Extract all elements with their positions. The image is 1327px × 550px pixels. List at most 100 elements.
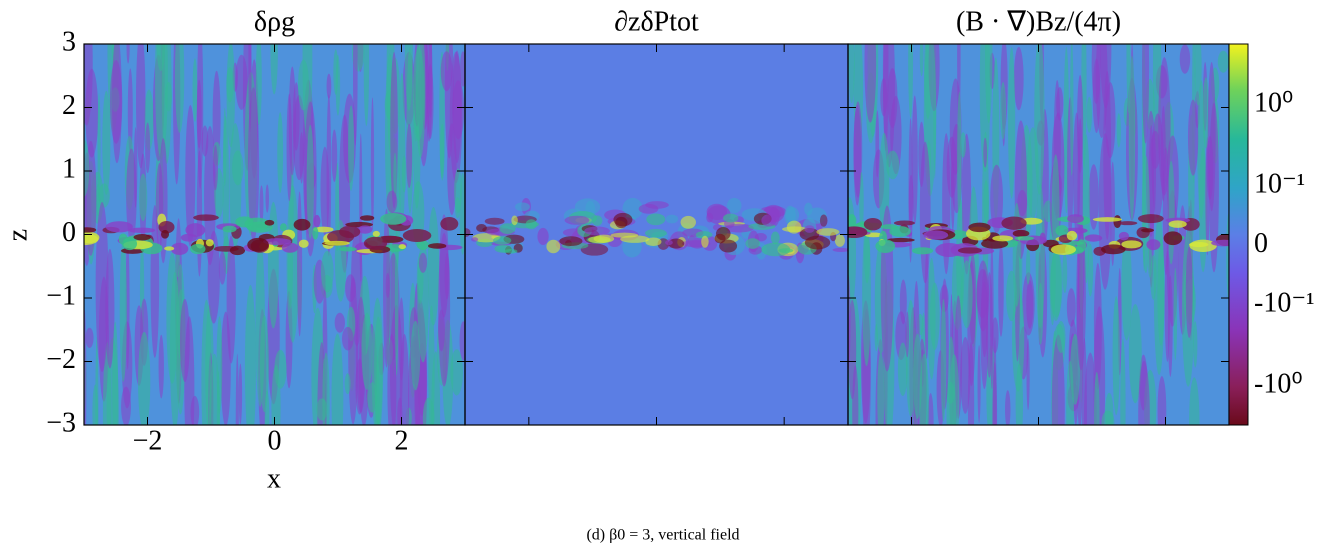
field-band	[546, 239, 561, 254]
field-streak	[537, 227, 549, 245]
field-band	[298, 239, 309, 248]
field-band	[593, 234, 615, 243]
field-streak	[1110, 161, 1115, 267]
field-streak	[1083, 352, 1097, 425]
field-band	[1141, 228, 1155, 233]
field-band	[338, 246, 357, 252]
field-streak	[286, 185, 299, 343]
field-band	[1012, 229, 1030, 237]
field-streak	[95, 202, 109, 373]
field-streak	[908, 174, 914, 228]
field-band	[247, 237, 269, 252]
field-streak	[335, 162, 340, 252]
field-streak	[119, 238, 127, 382]
field-streak	[84, 139, 90, 197]
field-streak	[238, 363, 243, 425]
field-streak	[394, 224, 399, 376]
field-streak	[345, 274, 356, 302]
field-band	[1042, 239, 1059, 248]
field-streak	[201, 299, 212, 425]
field-band	[615, 216, 628, 229]
field-streak	[1179, 44, 1191, 74]
field-band	[834, 234, 845, 247]
field-band	[1137, 214, 1164, 224]
field-streak	[1138, 360, 1150, 425]
field-streak	[320, 250, 334, 293]
field-streak	[422, 397, 435, 425]
field-streak	[158, 334, 164, 399]
field-streak	[665, 214, 679, 224]
field-streak	[645, 201, 669, 209]
field-streak	[1034, 44, 1045, 195]
field-band	[312, 226, 319, 240]
field-band	[235, 216, 254, 228]
field-streak	[1189, 377, 1200, 425]
field-streak	[1035, 183, 1045, 329]
field-band	[263, 238, 292, 245]
field-streak	[919, 44, 924, 77]
field-band	[185, 223, 206, 237]
field-streak	[1066, 360, 1074, 425]
field-streak	[138, 331, 151, 425]
field-streak	[983, 180, 989, 224]
y-tick-label: −2	[46, 344, 76, 375]
field-streak	[286, 93, 292, 202]
y-tick-label: −1	[46, 280, 76, 311]
field-streak	[297, 191, 303, 337]
field-band	[313, 214, 321, 228]
field-band	[313, 226, 334, 233]
y-tick-label: 2	[62, 90, 76, 121]
field-streak	[882, 44, 889, 152]
field-streak	[218, 251, 226, 285]
field-band	[363, 236, 388, 250]
field-band	[1066, 230, 1078, 241]
field-streak	[949, 354, 960, 425]
heatmap	[84, 44, 465, 425]
field-band	[279, 223, 287, 232]
field-streak	[1005, 390, 1011, 425]
field-band	[440, 216, 459, 231]
field-band	[1101, 244, 1126, 255]
field-streak	[204, 126, 216, 266]
field-streak	[361, 312, 373, 390]
field-band	[1092, 217, 1123, 222]
field-band	[511, 215, 518, 226]
field-band	[158, 220, 175, 234]
y-tick-label: 0	[62, 217, 76, 248]
y-tick-label: −3	[46, 407, 76, 438]
field-streak	[179, 298, 190, 383]
field-streak	[274, 349, 287, 389]
field-band	[886, 237, 915, 243]
field-streak	[326, 94, 332, 257]
field-streak	[1056, 320, 1066, 353]
field-streak	[386, 190, 398, 213]
field-streak	[1015, 363, 1024, 425]
field-streak	[399, 333, 410, 425]
field-streak	[387, 333, 397, 425]
field-streak	[97, 93, 101, 202]
field-streak	[127, 68, 133, 155]
field-streak	[102, 90, 111, 195]
field-band	[1050, 244, 1077, 255]
field-streak	[174, 44, 185, 133]
field-band	[222, 225, 237, 233]
field-band	[427, 243, 447, 249]
field-streak	[960, 337, 971, 414]
field-streak	[112, 321, 119, 425]
field-streak	[1050, 250, 1063, 318]
field-band	[715, 226, 731, 241]
field-streak	[862, 221, 871, 367]
field-band	[719, 239, 738, 253]
field-band	[372, 230, 380, 237]
field-streak	[998, 243, 1004, 337]
field-streak	[1150, 254, 1157, 300]
field-streak	[919, 141, 931, 284]
field-streak	[370, 97, 375, 231]
field-streak	[85, 68, 99, 158]
field-streak	[145, 122, 151, 174]
field-streak	[277, 112, 284, 193]
field-streak	[515, 202, 530, 212]
field-streak	[92, 384, 98, 425]
field-streak	[1094, 371, 1100, 425]
field-band	[680, 215, 696, 229]
